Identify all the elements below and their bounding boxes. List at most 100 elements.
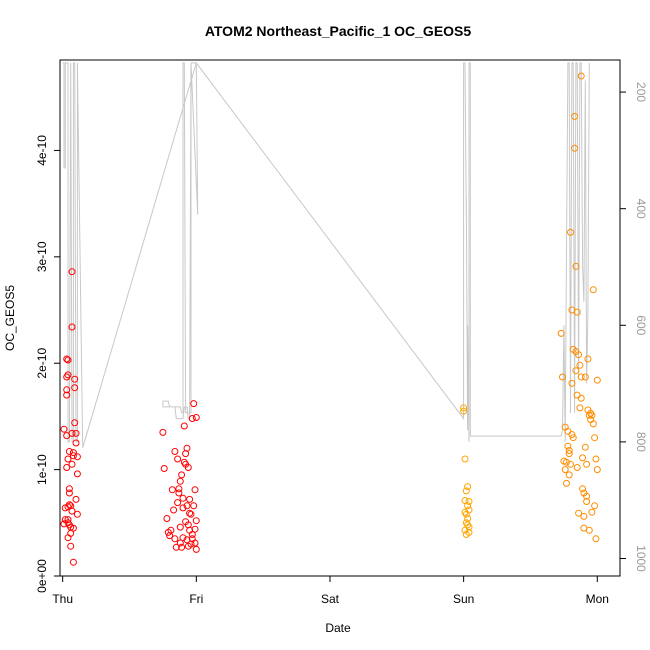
data-point-fri xyxy=(191,486,199,494)
data-point-thu xyxy=(69,452,77,460)
data-point-fri xyxy=(167,526,175,534)
data-point-mon xyxy=(583,460,591,468)
data-point-mon xyxy=(588,508,596,516)
y-axis-label: OC_GEOS5 xyxy=(3,285,17,351)
data-point-fri xyxy=(175,489,183,497)
data-point-fri xyxy=(179,494,187,502)
data-point-fri xyxy=(186,495,194,503)
data-point-thu xyxy=(64,356,72,364)
data-point-mon xyxy=(581,373,589,381)
data-point-sun xyxy=(465,506,473,514)
data-point-mon xyxy=(584,355,592,363)
right-tick-label: 400 xyxy=(634,199,648,219)
data-point-thu xyxy=(64,371,72,379)
data-point-thu xyxy=(69,558,77,566)
data-point-thu xyxy=(64,455,72,463)
data-point-mon xyxy=(579,485,587,493)
data-point-fri xyxy=(188,415,196,422)
data-point-thu xyxy=(69,524,77,532)
data-point-fri xyxy=(174,455,182,463)
data-point-fri xyxy=(192,414,200,421)
data-point-fri xyxy=(176,523,184,531)
right-axis: 200 400 600 800 1000 xyxy=(620,82,648,572)
data-point-mon xyxy=(571,112,579,120)
data-point-thu xyxy=(65,501,73,509)
data-point-thu xyxy=(71,384,79,392)
data-point-fri xyxy=(172,543,180,551)
data-point-thu xyxy=(73,453,81,461)
data-point-mon xyxy=(557,329,565,337)
data-point-sun xyxy=(465,498,473,505)
data-point-fri xyxy=(192,545,200,553)
data-point-mon xyxy=(573,308,581,316)
data-point-mon xyxy=(559,373,566,381)
data-point-fri xyxy=(179,504,187,512)
data-point-mon xyxy=(583,498,591,505)
data-point-mon xyxy=(565,471,573,479)
x-axis-label: Date xyxy=(325,621,351,635)
points-layer xyxy=(60,72,601,566)
data-point-mon xyxy=(591,502,599,510)
x-tick-label: Sun xyxy=(453,592,474,606)
data-point-thu xyxy=(63,464,71,471)
data-point-mon xyxy=(588,411,596,419)
data-point-fri xyxy=(190,400,198,408)
y-tick-label: 3e-10 xyxy=(35,241,49,272)
data-point-thu xyxy=(68,460,76,468)
data-point-mon xyxy=(579,454,587,462)
data-point-fri xyxy=(176,477,184,485)
data-point-fri xyxy=(183,444,191,452)
data-point-thu xyxy=(63,355,71,363)
data-point-fri xyxy=(160,465,168,472)
data-point-mon xyxy=(580,512,588,520)
data-point-mon xyxy=(577,72,585,80)
data-point-fri xyxy=(191,525,199,533)
data-point-mon xyxy=(575,509,583,517)
data-point-fri xyxy=(163,515,171,522)
data-point-thu xyxy=(71,419,79,427)
data-point-sun xyxy=(464,515,472,522)
data-point-fri xyxy=(182,460,190,468)
data-point-mon xyxy=(593,376,601,384)
data-point-fri xyxy=(174,499,182,507)
data-point-mon xyxy=(564,442,572,450)
data-point-mon xyxy=(573,464,581,471)
data-point-mon xyxy=(592,535,600,543)
data-point-sun xyxy=(464,502,472,510)
data-point-thu xyxy=(73,510,81,518)
data-point-thu xyxy=(68,429,76,437)
data-point-fri xyxy=(170,506,178,514)
pressure-layer xyxy=(62,62,590,448)
data-point-mon xyxy=(565,447,573,454)
data-point-thu xyxy=(67,542,75,550)
data-point-fri xyxy=(179,534,187,542)
data-point-mon xyxy=(563,458,570,466)
right-tick-label: 200 xyxy=(634,82,648,102)
data-point-thu xyxy=(72,429,80,437)
data-point-mon xyxy=(563,479,570,487)
data-point-sun xyxy=(464,483,472,491)
data-point-fri xyxy=(175,485,183,493)
data-point-mon xyxy=(592,455,600,463)
data-point-mon xyxy=(581,443,589,451)
data-point-thu xyxy=(72,439,80,447)
data-point-mon xyxy=(568,379,576,387)
data-point-thu xyxy=(68,268,76,276)
y-tick-label: 0e+00 xyxy=(35,559,49,593)
data-point-sun xyxy=(461,455,469,463)
data-point-fri xyxy=(187,510,195,518)
data-point-sun xyxy=(465,523,473,531)
data-point-fri xyxy=(183,536,191,544)
y-tick-label: 1e-10 xyxy=(35,454,49,485)
data-point-sun xyxy=(460,404,468,412)
y-axis: 0e+00 1e-10 2e-10 3e-10 4e-10 xyxy=(35,135,60,593)
x-tick-label: Thu xyxy=(52,592,73,606)
data-point-thu xyxy=(65,489,73,497)
data-point-fri xyxy=(190,502,198,510)
x-tick-label: Sat xyxy=(321,592,340,606)
data-point-mon xyxy=(567,460,574,468)
data-point-fri xyxy=(168,486,176,494)
